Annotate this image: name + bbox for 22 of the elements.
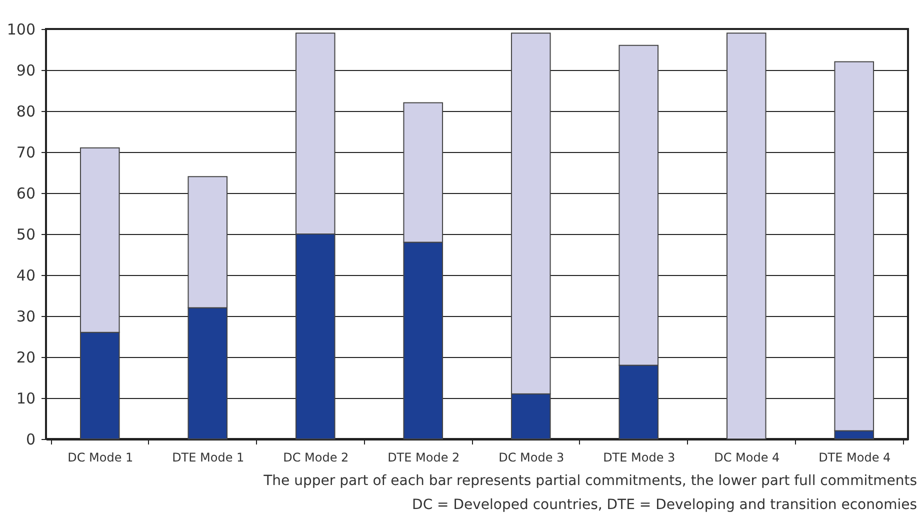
x-tick-label: DTE Mode 1 [172,450,244,464]
y-tick-label: 70 [16,144,36,162]
y-tick-label: 40 [16,266,36,284]
y-tick-label: 30 [16,308,36,326]
y-tick-label: 0 [26,430,36,448]
y-tick-label: 100 [6,20,36,38]
y-tick-label: 10 [16,390,36,408]
x-tick-label: DTE Mode 2 [388,450,460,464]
x-tick-label: DC Mode 1 [68,450,134,464]
y-tick-label: 50 [16,226,36,244]
y-tick-label: 80 [16,102,36,120]
text: The upper part of each bar represents partial commitments, the lower part full commitments [262,472,917,491]
bar [726,32,766,440]
x-tick-label: DC Mode 4 [714,450,780,464]
y-tick-label: 20 [16,348,36,366]
text: DC = Developed countries, DTE = Developing and transition economies [411,496,917,515]
x-tick-label: DTE Mode 3 [603,450,676,464]
x-tick-label: DC Mode 3 [498,450,564,464]
x-tick-label: DTE Mode 4 [818,450,891,464]
y-tick-label: 90 [16,62,36,80]
x-tick-label: DC Mode 2 [283,450,349,464]
y-tick-label: 60 [16,184,36,202]
